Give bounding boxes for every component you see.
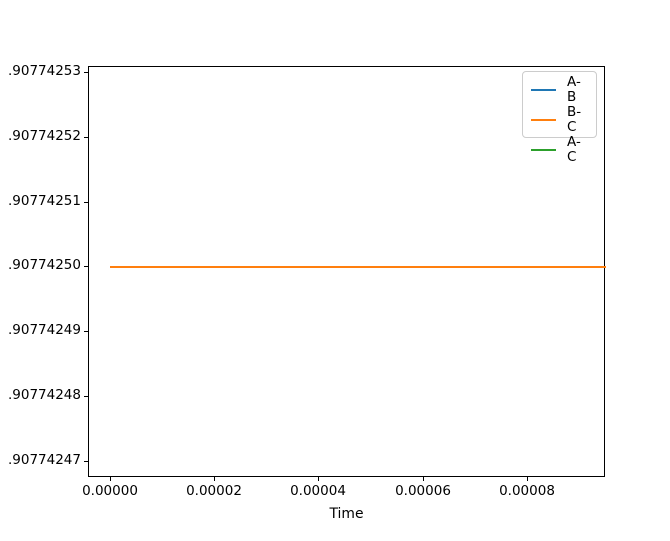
legend-line-swatch [531, 149, 556, 151]
y-tick-mark [84, 202, 88, 203]
legend-label: A-C [567, 134, 581, 165]
x-tick-label: 0.00008 [499, 483, 555, 499]
y-tick-mark [84, 461, 88, 462]
y-tick-mark [84, 137, 88, 138]
y-tick-label: .90774250 [7, 257, 81, 273]
x-axis-label: Time [329, 506, 364, 522]
x-tick-label: 0.00002 [186, 483, 242, 499]
x-tick-label: 0.00004 [290, 483, 346, 499]
y-tick-label: .90774253 [7, 63, 81, 79]
x-tick-label: 0.00000 [82, 483, 138, 499]
x-tick-mark [423, 477, 424, 481]
y-tick-label: .90774252 [7, 128, 81, 144]
x-tick-mark [527, 477, 528, 481]
x-tick-mark [318, 477, 319, 481]
y-tick-mark [84, 331, 88, 332]
x-tick-mark [214, 477, 215, 481]
x-tick-mark [110, 477, 111, 481]
plot-area [88, 66, 605, 477]
y-tick-mark [84, 72, 88, 73]
y-tick-label: .90774251 [7, 193, 81, 209]
legend-line-swatch [531, 119, 556, 121]
series-line-overlapping [110, 266, 606, 268]
x-tick-label: 0.00006 [395, 483, 451, 499]
legend-entry: A-B [531, 75, 588, 105]
legend-label: B-C [567, 104, 582, 135]
y-tick-mark [84, 396, 88, 397]
legend-line-swatch [531, 89, 556, 91]
legend-entry: B-C [531, 105, 588, 135]
y-tick-label: .90774249 [7, 322, 81, 338]
y-tick-label: .90774247 [7, 452, 81, 468]
y-tick-mark [84, 266, 88, 267]
y-tick-label: .90774248 [7, 387, 81, 403]
legend-entry: A-C [531, 135, 588, 165]
legend-label: A-B [567, 74, 581, 105]
legend: A-B B-C A-C [522, 71, 597, 165]
